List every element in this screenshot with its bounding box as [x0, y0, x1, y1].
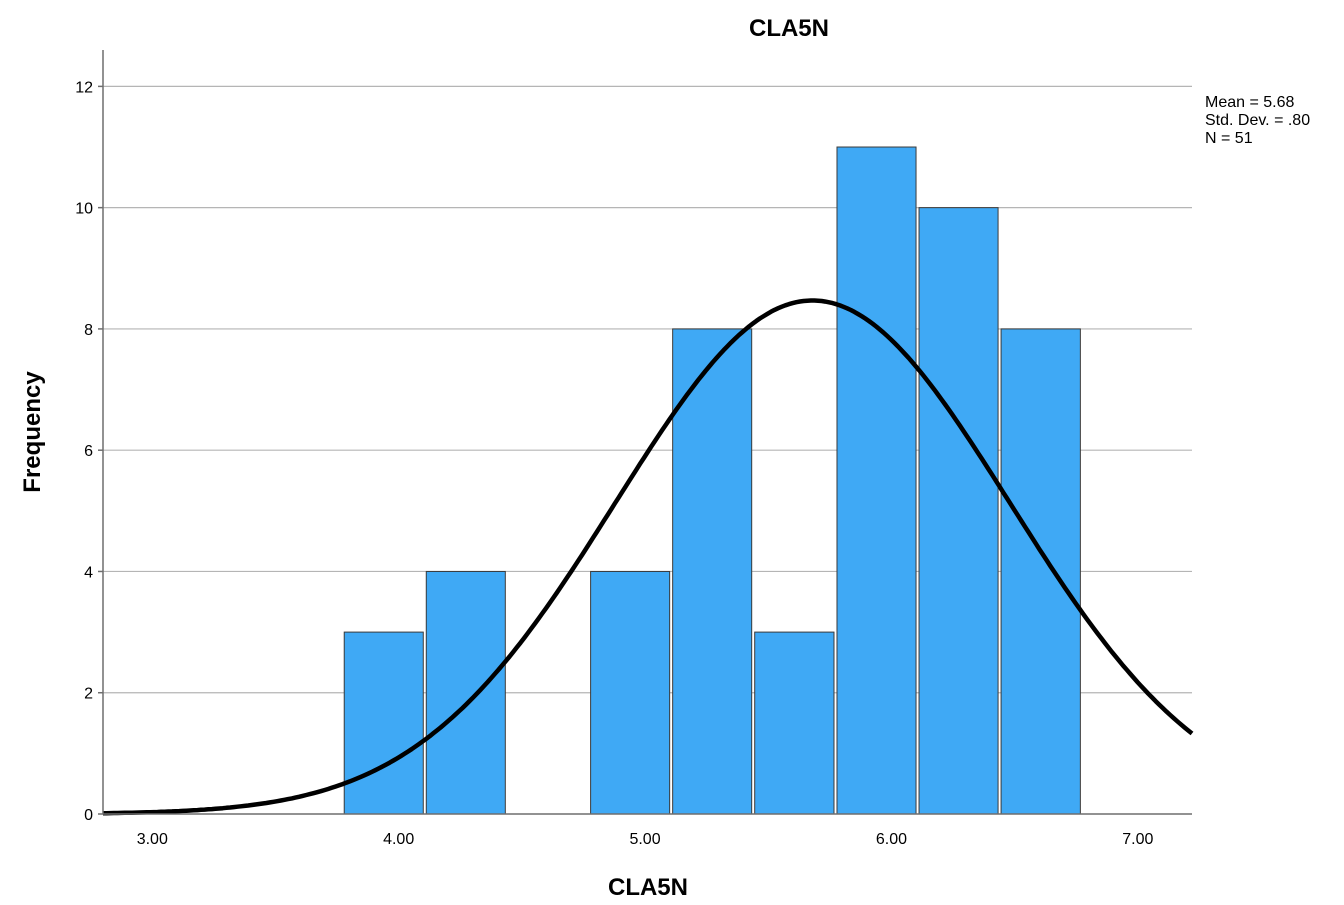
x-tick-label-1: 4.00 [383, 831, 414, 848]
histogram-bars [343, 146, 1081, 815]
x-axis-label: CLA5N [608, 874, 688, 901]
x-tick-label-2: 5.00 [629, 831, 660, 848]
y-tick-label-5: 10 [75, 201, 93, 218]
axes [102, 50, 1192, 815]
tick-labels: 0 2 4 6 8 10 12 3.00 4.00 5.00 6.00 7.00 [75, 79, 1153, 848]
x-tick-label-3: 6.00 [876, 831, 907, 848]
normal-curve-layer [103, 298, 1194, 816]
x-tick-label-0: 3.00 [137, 831, 168, 848]
histogram-bar-4 [754, 631, 835, 815]
y-tick-label-3: 6 [84, 443, 93, 460]
stat-line-0: Mean = 5.68 [1205, 94, 1295, 111]
histogram-bar-0 [343, 631, 424, 815]
normal-curve [103, 298, 1194, 816]
x-tick-label-4: 7.00 [1122, 831, 1153, 848]
histogram-bar-3 [672, 328, 753, 815]
chart-title: CLA5N [749, 15, 829, 42]
y-tick-label-6: 12 [75, 79, 93, 96]
stat-line-1: Std. Dev. = .80 [1205, 112, 1310, 129]
histogram-bar-1 [425, 570, 506, 815]
y-tick-label-4: 8 [84, 322, 93, 339]
y-axis-label: Frequency [19, 371, 46, 493]
y-tick-label-0: 0 [84, 807, 93, 824]
histogram-bar-5 [836, 146, 917, 815]
y-tick-label-2: 4 [84, 564, 93, 581]
histogram-bar-6 [918, 207, 999, 815]
histogram-bar-7 [1000, 328, 1081, 815]
y-tick-label-1: 2 [84, 686, 93, 703]
histogram-bar-2 [590, 570, 671, 815]
stat-line-2: N = 51 [1205, 130, 1253, 147]
